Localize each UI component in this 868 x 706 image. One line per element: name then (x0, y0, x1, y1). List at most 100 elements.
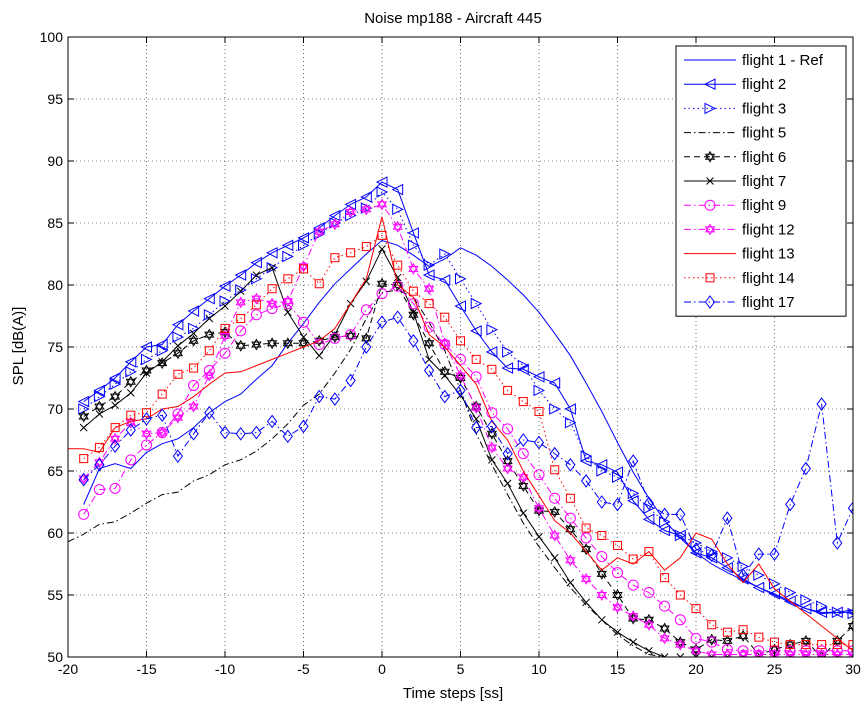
data-point-flight-17 (628, 454, 639, 468)
star-marker-part (78, 413, 89, 423)
star-marker-part (533, 507, 545, 517)
data-point-flight-12 (737, 648, 749, 657)
star-marker-part (832, 648, 843, 657)
data-point-flight-3 (769, 578, 781, 590)
data-point-flight-17 (204, 405, 215, 420)
data-point-flight-7 (566, 578, 575, 587)
legend-entry-flight-17: flight 17 (684, 294, 795, 311)
data-point-flight-14 (597, 530, 607, 540)
data-point-flight-17 (471, 420, 482, 435)
series-flight-12 (78, 198, 853, 657)
star-marker-part (565, 557, 576, 567)
star-marker-part (439, 340, 450, 350)
star-marker-part (376, 201, 388, 211)
x-tick-label: 0 (378, 661, 386, 677)
data-point-flight-2 (768, 587, 780, 600)
star-marker-part (471, 404, 482, 414)
data-point-flight-3 (753, 569, 765, 581)
star-marker-part (408, 265, 419, 275)
data-point-flight-9 (235, 325, 247, 337)
star-marker-part (816, 651, 827, 657)
star-marker-part (659, 632, 670, 642)
star-marker-part (439, 365, 450, 375)
data-point-flight-17 (565, 457, 576, 472)
star-marker-part (753, 648, 764, 657)
data-point-flight-3 (329, 217, 342, 229)
data-point-flight-6 (78, 410, 89, 423)
data-point-flight-12 (361, 203, 372, 216)
star-marker-part (486, 427, 498, 437)
star-marker-part (502, 458, 513, 468)
legend: flight 1 - Ref flight 2 flight 3 flight 5 fl… (675, 45, 847, 317)
data-point-flight-14 (628, 554, 638, 564)
data-point-flight-14 (393, 260, 403, 270)
data-point-flight-12 (471, 401, 482, 414)
star-marker-part (565, 526, 576, 536)
star-marker-part (628, 610, 639, 620)
data-point-flight-17 (769, 547, 780, 561)
star-marker-part (392, 223, 403, 233)
data-point-flight-12 (423, 282, 435, 295)
data-point-flight-17 (219, 425, 231, 440)
data-point-flight-7 (409, 308, 418, 317)
data-point-flight-2 (595, 458, 608, 471)
star-marker-part (722, 648, 733, 657)
data-point-flight-12 (706, 648, 717, 657)
star-marker-part (125, 419, 136, 429)
data-point-flight-6 (188, 334, 199, 347)
data-point-flight-17 (141, 412, 152, 426)
star-marker-part (235, 296, 246, 306)
series-flight-14 (79, 230, 853, 650)
star-marker-part (141, 427, 152, 437)
data-point-flight-12 (565, 554, 576, 567)
data-point-flight-12 (549, 529, 560, 542)
x-tick-label: -10 (215, 661, 235, 677)
data-point-flight-17 (753, 547, 764, 561)
star-marker-part (188, 403, 199, 413)
data-point-flight-17 (376, 315, 388, 330)
star-marker-part (753, 651, 764, 657)
data-point-flight-3 (125, 365, 137, 378)
star-marker-part (172, 347, 184, 357)
legend-label: flight 9 (742, 197, 786, 214)
data-point-flight-2 (281, 239, 294, 252)
data-point-flight-9 (93, 484, 105, 496)
star-marker-part (219, 332, 231, 342)
data-point-flight-17 (109, 439, 121, 454)
data-point-flight-3 (816, 600, 828, 612)
star-marker-part (502, 465, 513, 475)
star-marker-part (596, 592, 607, 602)
data-point-flight-9 (753, 645, 765, 657)
star-marker-part (848, 648, 853, 657)
data-point-flight-14 (801, 640, 811, 650)
data-point-flight-3 (674, 529, 687, 542)
data-point-flight-3 (517, 359, 530, 372)
star-marker-part (109, 435, 121, 445)
data-point-flight-17 (690, 542, 702, 556)
data-point-flight-12 (235, 296, 246, 309)
data-point-flight-3 (455, 272, 467, 285)
data-point-flight-9 (78, 508, 90, 520)
data-point-flight-17 (518, 433, 529, 447)
star-marker-part (518, 474, 529, 484)
data-point-flight-17 (580, 474, 592, 488)
y-tick-label: 70 (47, 401, 63, 417)
star-marker-part (675, 638, 686, 648)
data-point-flight-2 (171, 318, 184, 331)
data-point-flight-17 (125, 423, 136, 437)
star-marker-part (251, 295, 262, 305)
star-marker-part (549, 532, 560, 542)
data-point-flight-3 (502, 346, 514, 358)
data-point-flight-3 (423, 259, 436, 271)
star-marker-part (345, 329, 356, 339)
data-point-flight-14 (785, 640, 795, 650)
data-point-flight-7 (331, 330, 339, 339)
data-point-flight-14 (142, 408, 151, 418)
star-marker-part (580, 575, 592, 585)
star-marker-part (737, 629, 749, 639)
star-marker-part (518, 471, 529, 481)
data-point-flight-14 (204, 346, 214, 356)
star-marker-part (157, 357, 168, 367)
data-point-flight-6 (298, 337, 309, 350)
data-point-flight-3 (156, 344, 169, 357)
